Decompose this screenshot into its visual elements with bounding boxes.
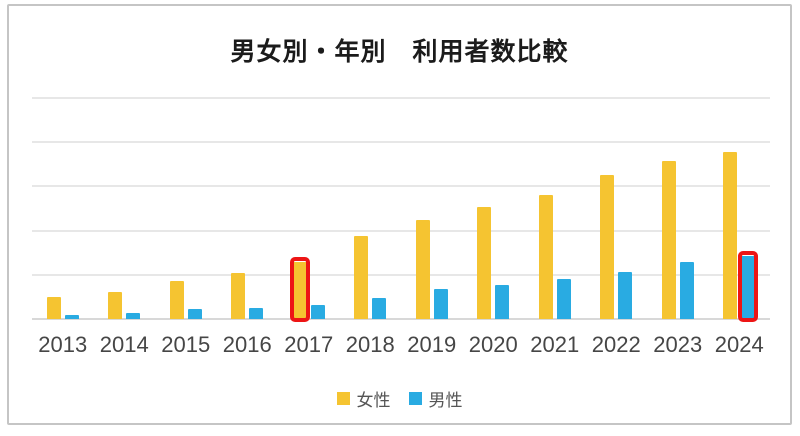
legend-item-male: 男性 [408, 386, 463, 411]
bar-male-2013 [64, 315, 79, 319]
x-axis-label-2014: 2014 [99, 332, 149, 357]
gridline [32, 229, 770, 232]
gridline [32, 141, 770, 144]
bar-female-2016 [231, 273, 246, 319]
x-axis-label-2018: 2018 [345, 332, 395, 357]
bar-female-2021 [538, 194, 553, 319]
bar-male-2024 [741, 256, 756, 319]
bar-female-2017 [292, 262, 307, 319]
legend-label-female: 女性 [356, 391, 391, 410]
bar-male-2019 [433, 288, 448, 319]
x-axis-label-2021: 2021 [530, 332, 580, 357]
legend-label-male: 男性 [428, 391, 463, 410]
bar-male-2016 [249, 307, 264, 319]
legend-swatch-female-icon [336, 392, 350, 405]
bar-male-2015 [187, 309, 202, 319]
bar-female-2020 [477, 207, 492, 319]
bar-female-2018 [354, 235, 369, 319]
bar-male-2020 [495, 284, 510, 319]
x-axis-label-2017: 2017 [284, 332, 334, 357]
x-axis-label-2020: 2020 [468, 332, 518, 357]
bar-female-2013 [46, 296, 61, 319]
x-axis-label-2016: 2016 [222, 332, 272, 357]
x-axis-label-2019: 2019 [407, 332, 457, 357]
legend-item-female: 女性 [336, 386, 391, 411]
chart-card: 男女別・年別 利用者数比較 2013 2014 2015 2016 2017 2018 20… [7, 4, 792, 425]
gridline [32, 273, 770, 276]
x-axis-line [32, 318, 770, 320]
bar-female-2024 [723, 151, 738, 319]
bar-male-2021 [556, 279, 571, 319]
bar-female-2014 [108, 291, 123, 319]
bar-female-2015 [169, 281, 184, 319]
chart-title: 男女別・年別 利用者数比較 [230, 38, 569, 66]
x-axis-label-2015: 2015 [161, 332, 211, 357]
bar-male-2023 [679, 262, 694, 319]
bar-female-2019 [415, 220, 430, 319]
x-axis-labels: 2013 2014 2015 2016 2017 2018 2019 2020 2021 2022… [32, 332, 770, 360]
legend: 女性 男性 [9, 386, 790, 411]
bar-male-2018 [372, 298, 387, 319]
x-axis-label-2024: 2024 [714, 332, 764, 357]
gridline [32, 185, 770, 188]
highlight-box-2024 [738, 251, 759, 322]
bar-female-2023 [661, 160, 676, 319]
x-axis-label-2023: 2023 [653, 332, 703, 357]
x-axis-label-2013: 2013 [38, 332, 88, 357]
bar-male-2022 [618, 272, 633, 319]
bar-male-2017 [310, 305, 325, 319]
gridline [32, 97, 770, 99]
x-axis-label-2022: 2022 [591, 332, 641, 357]
bar-female-2022 [600, 175, 615, 319]
highlight-box-2017 [289, 257, 310, 322]
legend-swatch-male-icon [408, 392, 422, 405]
plot-area [32, 97, 770, 322]
bar-male-2014 [126, 312, 141, 319]
